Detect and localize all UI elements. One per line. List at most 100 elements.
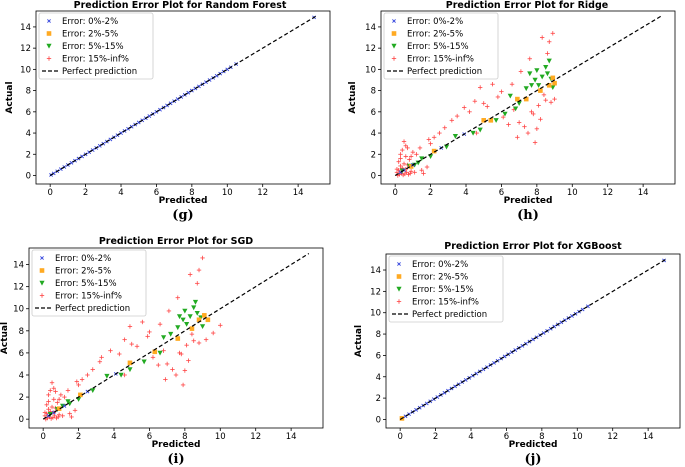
data-point — [90, 388, 96, 394]
legend: Error: 0%-2% Error: 2%-5% Error: 5%-15% Err… — [383, 12, 499, 80]
data-point — [414, 152, 419, 157]
y-tick-label: 2 — [371, 150, 376, 160]
data-point — [104, 373, 110, 379]
y-tick-label: 6 — [371, 108, 376, 118]
data-point — [161, 348, 166, 353]
x-tick-label: 2 — [428, 188, 433, 198]
y-tick-label: 0 — [376, 415, 381, 425]
data-point — [552, 80, 557, 86]
data-point — [412, 170, 417, 175]
chart-panel-2: Prediction Error Plot for Ridge 0 2 4 6 8 10 12… — [348, 0, 676, 223]
data-point — [56, 412, 62, 417]
data-point — [196, 317, 202, 323]
x-tick-label: 6 — [504, 432, 509, 442]
data-point — [218, 323, 223, 328]
chart-panel-1: Prediction Error Plot for Random Forest 0… — [5, 0, 331, 223]
series-2 — [47, 299, 206, 417]
y-tick-label: 8 — [371, 87, 376, 97]
plot-frame — [380, 10, 676, 185]
y-tick-label: 2 — [19, 393, 24, 403]
data-point — [437, 130, 442, 136]
data-point — [452, 134, 458, 139]
x-tick-label: 4 — [463, 188, 468, 198]
x-tick-label: 0 — [40, 432, 45, 442]
data-point — [454, 113, 460, 119]
x-tick-label: 4 — [468, 432, 473, 442]
data-point — [170, 367, 175, 372]
legend-box — [388, 255, 504, 323]
legend-label: Error: 15%-inf% — [55, 292, 122, 302]
data-point — [477, 127, 483, 133]
y-axis-label: Actual — [348, 81, 358, 113]
x-tick-label: 4 — [111, 432, 116, 442]
data-point — [522, 124, 527, 129]
x-tick-label: 8 — [539, 432, 544, 442]
data-point — [175, 336, 181, 341]
data-point — [49, 380, 55, 385]
data-point — [56, 414, 61, 420]
data-point — [552, 96, 557, 102]
data-point — [415, 160, 421, 166]
data-point — [127, 360, 133, 366]
data-point — [53, 389, 58, 394]
data-point — [42, 413, 48, 419]
legend-marker-0-stroke-b — [392, 19, 396, 23]
data-point — [166, 308, 172, 314]
legend-label: Error: 2%-5% — [55, 267, 111, 277]
legend-label: Error: 15%-inf% — [407, 55, 474, 65]
x-tick-label: 0 — [397, 432, 402, 442]
data-point — [180, 317, 186, 323]
legend-marker-1 — [46, 31, 52, 36]
data-point — [189, 326, 195, 331]
data-point — [485, 104, 490, 109]
data-point — [186, 358, 191, 363]
data-point — [501, 114, 506, 120]
legend-label: Error: 5%-15% — [412, 285, 474, 295]
y-tick-label: 14 — [370, 266, 381, 276]
x-tick-label: 6 — [499, 188, 504, 198]
data-point — [536, 83, 542, 88]
data-point — [419, 156, 425, 162]
y-tick-label: 6 — [19, 349, 24, 359]
data-point — [532, 140, 538, 145]
legend-marker-0-stroke-b — [40, 256, 44, 260]
data-point — [67, 401, 73, 407]
legend-marker-2 — [391, 43, 397, 49]
data-point — [177, 350, 182, 356]
data-point — [543, 97, 548, 103]
data-point — [191, 305, 197, 311]
x-tick-label: 14 — [643, 432, 654, 442]
y-tick-label: 14 — [20, 23, 31, 33]
y-tick-label: 2 — [26, 150, 31, 160]
x-tick-label: 14 — [286, 432, 297, 442]
data-point — [516, 101, 522, 106]
x-tick-label: 0 — [47, 188, 52, 198]
y-tick-label: 4 — [376, 373, 381, 383]
legend-marker-1 — [396, 274, 402, 279]
legend-marker-2 — [46, 43, 52, 49]
legend-marker-0 — [40, 256, 44, 260]
chart-title: Prediction Error Plot for SGD — [99, 236, 253, 247]
data-point — [51, 397, 56, 402]
data-point — [474, 130, 479, 136]
data-point — [99, 355, 104, 360]
data-point — [539, 74, 545, 80]
legend-marker-3 — [396, 299, 402, 304]
data-point — [85, 372, 90, 378]
legend-marker-0 — [397, 262, 401, 266]
data-point — [49, 404, 55, 410]
data-point — [48, 388, 53, 393]
y-tick-label: 10 — [13, 305, 24, 315]
data-point — [51, 386, 56, 391]
data-point — [196, 267, 202, 273]
y-tick-label: 0 — [26, 172, 31, 182]
plot-frame — [35, 10, 331, 185]
y-tick-label: 8 — [26, 87, 31, 97]
data-point — [79, 377, 85, 382]
legend-label: Perfect prediction — [407, 67, 482, 77]
data-layer — [394, 15, 662, 178]
data-point — [187, 272, 193, 277]
chart-title: Prediction Error Plot for XGBoost — [444, 241, 622, 252]
x-axis-label: Predicted — [159, 196, 208, 206]
data-point — [97, 359, 103, 364]
